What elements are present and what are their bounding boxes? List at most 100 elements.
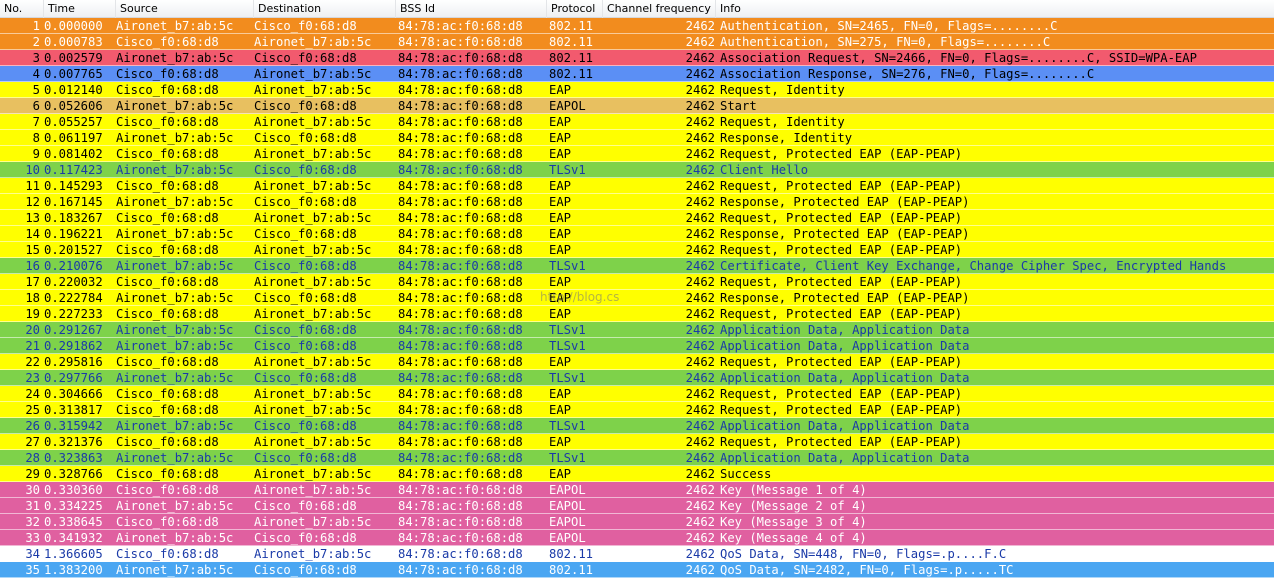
packet-protocol: EAP xyxy=(549,115,572,129)
packet-channel-frequency: 2462 xyxy=(685,531,715,545)
column-header-channel-frequency[interactable]: Channel frequency xyxy=(603,0,716,18)
packet-source: Cisco_f0:68:d8 xyxy=(116,67,219,81)
packet-channel-frequency: 2462 xyxy=(685,435,715,449)
packet-destination: Aironet_b7:ab:5c xyxy=(254,547,372,561)
packet-no: 17 xyxy=(25,275,40,289)
table-row[interactable]: 22 0.295816 Cisco_f0:68:d8 Aironet_b7:ab:5c… xyxy=(0,354,1274,370)
table-row[interactable]: 5 0.012140 Cisco_f0:68:d8 Aironet_b7:ab:5c 8… xyxy=(0,82,1274,98)
packet-time: 0.291267 xyxy=(44,323,103,337)
packet-time: 0.000783 xyxy=(44,35,103,49)
packet-destination: Aironet_b7:ab:5c xyxy=(254,83,372,97)
table-row[interactable]: 34 1.366605 Cisco_f0:68:d8 Aironet_b7:ab:5c… xyxy=(0,546,1274,562)
packet-channel-frequency: 2462 xyxy=(685,467,715,481)
packet-destination: Aironet_b7:ab:5c xyxy=(254,211,372,225)
packet-source: Cisco_f0:68:d8 xyxy=(116,83,219,97)
table-row[interactable]: 2 0.000783 Cisco_f0:68:d8 Aironet_b7:ab:5c 8… xyxy=(0,34,1274,50)
table-row[interactable]: 27 0.321376 Cisco_f0:68:d8 Aironet_b7:ab:5c… xyxy=(0,434,1274,450)
packet-protocol: EAP xyxy=(549,467,572,481)
packet-protocol: EAPOL xyxy=(549,483,586,497)
table-row[interactable]: 30 0.330360 Cisco_f0:68:d8 Aironet_b7:ab:5c… xyxy=(0,482,1274,498)
packet-destination: Aironet_b7:ab:5c xyxy=(254,147,372,161)
table-row[interactable]: 33 0.341932 Aironet_b7:ab:5c Cisco_f0:68:d8… xyxy=(0,530,1274,546)
table-row[interactable]: 21 0.291862 Aironet_b7:ab:5c Cisco_f0:68:d8… xyxy=(0,338,1274,354)
packet-no: 4 xyxy=(32,67,40,81)
packet-channel-frequency: 2462 xyxy=(685,211,715,225)
packet-time: 0.222784 xyxy=(44,291,103,305)
packet-bssid: 84:78:ac:f0:68:d8 xyxy=(398,339,523,353)
packet-no: 14 xyxy=(25,227,40,241)
packet-time: 1.366605 xyxy=(44,547,103,561)
packet-no: 31 xyxy=(25,499,40,513)
column-header-source[interactable]: Source xyxy=(116,0,254,18)
table-row[interactable]: 15 0.201527 Cisco_f0:68:d8 Aironet_b7:ab:5c… xyxy=(0,242,1274,258)
packet-destination: Cisco_f0:68:d8 xyxy=(254,291,357,305)
table-row[interactable]: 29 0.328766 Cisco_f0:68:d8 Aironet_b7:ab:5c… xyxy=(0,466,1274,482)
column-header-bssid[interactable]: BSS Id xyxy=(396,0,547,18)
table-row[interactable]: 35 1.383200 Aironet_b7:ab:5c Cisco_f0:68:d8… xyxy=(0,562,1274,578)
table-row[interactable]: 25 0.313817 Cisco_f0:68:d8 Aironet_b7:ab:5c… xyxy=(0,402,1274,418)
table-row[interactable]: 16 0.210076 Aironet_b7:ab:5c Cisco_f0:68:d8… xyxy=(0,258,1274,274)
column-header-time[interactable]: Time xyxy=(44,0,116,18)
table-row[interactable]: 31 0.334225 Aironet_b7:ab:5c Cisco_f0:68:d8… xyxy=(0,498,1274,514)
packet-channel-frequency: 2462 xyxy=(685,227,715,241)
packet-bssid: 84:78:ac:f0:68:d8 xyxy=(398,547,523,561)
table-row[interactable]: 32 0.338645 Cisco_f0:68:d8 Aironet_b7:ab:5c… xyxy=(0,514,1274,530)
table-row[interactable]: 3 0.002579 Aironet_b7:ab:5c Cisco_f0:68:d8 8… xyxy=(0,50,1274,66)
table-row[interactable]: 12 0.167145 Aironet_b7:ab:5c Cisco_f0:68:d8… xyxy=(0,194,1274,210)
table-row[interactable]: 28 0.323863 Aironet_b7:ab:5c Cisco_f0:68:d8… xyxy=(0,450,1274,466)
table-row[interactable]: 17 0.220032 Cisco_f0:68:d8 Aironet_b7:ab:5c… xyxy=(0,274,1274,290)
packet-rows: 1 0.000000 Aironet_b7:ab:5c Cisco_f0:68:d8 8… xyxy=(0,18,1274,578)
packet-info: Client Hello xyxy=(720,163,809,177)
packet-protocol: EAP xyxy=(549,387,572,401)
table-row[interactable]: 11 0.145293 Cisco_f0:68:d8 Aironet_b7:ab:5c… xyxy=(0,178,1274,194)
packet-bssid: 84:78:ac:f0:68:d8 xyxy=(398,483,523,497)
table-row[interactable]: 7 0.055257 Cisco_f0:68:d8 Aironet_b7:ab:5c 8… xyxy=(0,114,1274,130)
packet-protocol: EAP xyxy=(549,147,572,161)
packet-info: Association Request, SN=2466, FN=0, Flag… xyxy=(720,51,1197,65)
packet-bssid: 84:78:ac:f0:68:d8 xyxy=(398,403,523,417)
packet-channel-frequency: 2462 xyxy=(685,51,715,65)
packet-info: Start xyxy=(720,99,757,113)
packet-channel-frequency: 2462 xyxy=(685,99,715,113)
packet-no: 30 xyxy=(25,483,40,497)
packet-channel-frequency: 2462 xyxy=(685,547,715,561)
table-row[interactable]: 10 0.117423 Aironet_b7:ab:5c Cisco_f0:68:d8… xyxy=(0,162,1274,178)
packet-source: Cisco_f0:68:d8 xyxy=(116,435,219,449)
table-row[interactable]: 1 0.000000 Aironet_b7:ab:5c Cisco_f0:68:d8 8… xyxy=(0,18,1274,34)
table-row[interactable]: 6 0.052606 Aironet_b7:ab:5c Cisco_f0:68:d8 8… xyxy=(0,98,1274,114)
table-row[interactable]: 4 0.007765 Cisco_f0:68:d8 Aironet_b7:ab:5c 8… xyxy=(0,66,1274,82)
table-row[interactable]: 23 0.297766 Aironet_b7:ab:5c Cisco_f0:68:d8… xyxy=(0,370,1274,386)
packet-source: Cisco_f0:68:d8 xyxy=(116,547,219,561)
packet-bssid: 84:78:ac:f0:68:d8 xyxy=(398,515,523,529)
column-header-no[interactable]: No. xyxy=(0,0,44,18)
table-row[interactable]: 20 0.291267 Aironet_b7:ab:5c Cisco_f0:68:d8… xyxy=(0,322,1274,338)
packet-info: Response, Protected EAP (EAP-PEAP) xyxy=(720,291,970,305)
packet-destination: Cisco_f0:68:d8 xyxy=(254,19,357,33)
table-row[interactable]: 13 0.183267 Cisco_f0:68:d8 Aironet_b7:ab:5c… xyxy=(0,210,1274,226)
table-row[interactable]: 14 0.196221 Aironet_b7:ab:5c Cisco_f0:68:d8… xyxy=(0,226,1274,242)
column-header-destination[interactable]: Destination xyxy=(254,0,396,18)
packet-protocol: TLSv1 xyxy=(549,371,586,385)
table-row[interactable]: 26 0.315942 Aironet_b7:ab:5c Cisco_f0:68:d8… xyxy=(0,418,1274,434)
packet-source: Aironet_b7:ab:5c xyxy=(116,339,234,353)
packet-protocol: EAP xyxy=(549,131,572,145)
packet-source: Aironet_b7:ab:5c xyxy=(116,131,234,145)
packet-time: 0.328766 xyxy=(44,467,103,481)
column-header-info[interactable]: Info xyxy=(720,2,741,15)
packet-source: Aironet_b7:ab:5c xyxy=(116,563,234,577)
packet-time: 0.321376 xyxy=(44,435,103,449)
table-row[interactable]: 19 0.227233 Cisco_f0:68:d8 Aironet_b7:ab:5c… xyxy=(0,306,1274,322)
packet-channel-frequency: 2462 xyxy=(685,371,715,385)
table-row[interactable]: 24 0.304666 Cisco_f0:68:d8 Aironet_b7:ab:5c… xyxy=(0,386,1274,402)
packet-info: Request, Protected EAP (EAP-PEAP) xyxy=(720,243,963,257)
packet-source: Aironet_b7:ab:5c xyxy=(116,323,234,337)
packet-no: 9 xyxy=(32,147,40,161)
table-row[interactable]: 8 0.061197 Aironet_b7:ab:5c Cisco_f0:68:d8 8… xyxy=(0,130,1274,146)
column-header-protocol[interactable]: Protocol xyxy=(547,0,603,18)
table-row[interactable]: 18 0.222784 Aironet_b7:ab:5c Cisco_f0:68:d8… xyxy=(0,290,1274,306)
table-row[interactable]: 9 0.081402 Cisco_f0:68:d8 Aironet_b7:ab:5c 8… xyxy=(0,146,1274,162)
packet-info: Application Data, Application Data xyxy=(720,339,970,353)
packet-channel-frequency: 2462 xyxy=(685,67,715,81)
packet-no: 22 xyxy=(25,355,40,369)
